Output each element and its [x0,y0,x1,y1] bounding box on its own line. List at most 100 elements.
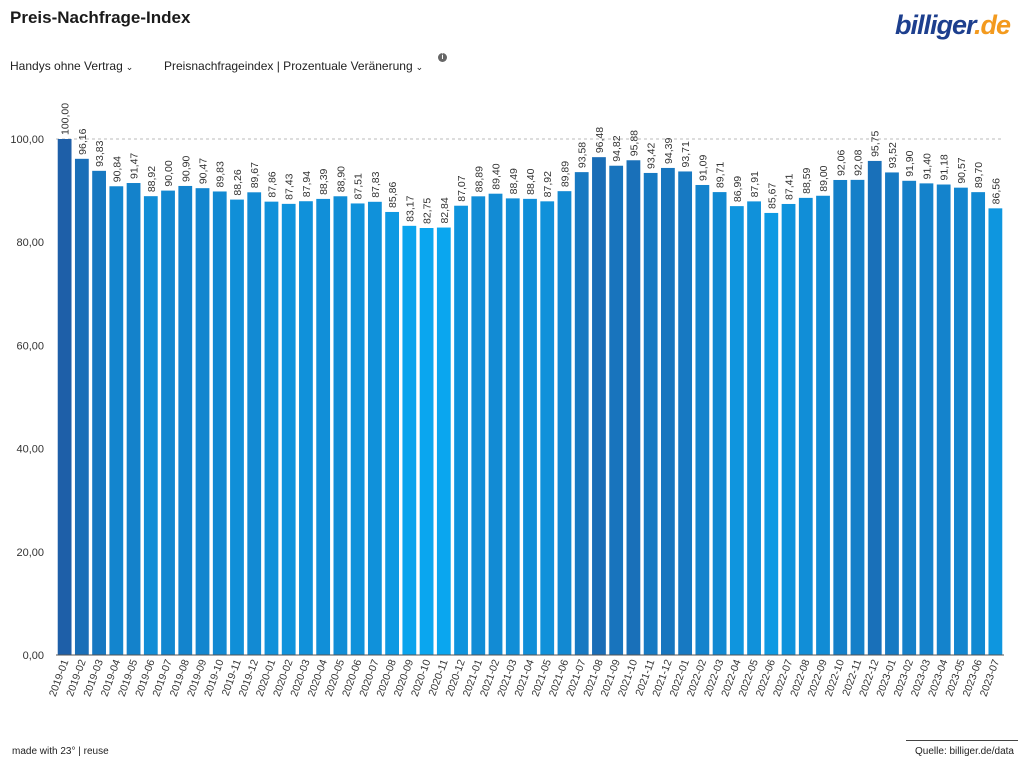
bar-value-label: 87,41 [784,174,796,200]
bar-value-label: 89,83 [215,161,227,187]
chart-bar [919,183,934,655]
metric-dropdown[interactable]: Preisnachfrageindex | Prozentuale Veräne… [164,59,423,73]
chart-bar [660,167,675,655]
chart-bar [419,228,434,655]
chart-bar [540,201,555,655]
category-dropdown[interactable]: Handys ohne Vertrag ⌄ [10,59,133,73]
chart-bar [195,188,210,655]
page-title: Preis-Nachfrage-Index [10,8,191,27]
bar-value-label: 88,59 [801,167,813,193]
bar-value-label: 87,92 [542,171,554,197]
chart-bar [264,201,279,655]
chart-bar [592,157,606,655]
chart-bar [902,180,917,655]
info-icon[interactable]: i [438,53,447,62]
bar-value-label: 92,08 [852,149,864,175]
source-credit[interactable]: Quelle: billiger.de/data [915,746,1014,757]
bar-value-label: 96,48 [594,127,606,153]
chart-bar [436,227,451,655]
bar-value-label: 82,84 [439,197,451,223]
footer-divider [906,740,1018,741]
chart-bar [781,203,796,655]
logo-text: billiger [894,10,975,40]
bar-value-label: 95,88 [628,130,640,156]
chart-bar [316,198,331,655]
bar-value-label: 88,49 [508,168,520,194]
bar-value-label: 86,56 [990,178,1002,204]
chevron-down-icon: ⌄ [125,62,134,72]
chart-bar [161,190,175,655]
bar-value-label: 93,83 [94,140,106,166]
chart-bar [867,160,882,655]
bar-value-label: 85,67 [766,183,778,209]
bar-value-label: 90,57 [956,157,968,183]
metric-dropdown-label: Preisnachfrageindex | Prozentuale Veräne… [164,59,413,73]
bar-value-label: 89,70 [973,162,985,188]
chart-bar [299,201,313,655]
bar-value-label: 85,86 [387,182,399,208]
chart-bar [557,191,572,655]
bar-value-label: 87,07 [456,175,468,201]
bar-value-label: 96,16 [77,128,89,154]
chart-bar [574,172,589,655]
category-dropdown-label: Handys ohne Vertrag [10,59,123,73]
chart-bar [126,183,141,655]
chart-bar [936,184,951,655]
chart-bar [109,186,124,655]
bar-value-label: 91,18 [939,154,951,180]
chart-bars [57,139,1003,656]
made-with-credit[interactable]: made with 23° | reuse [12,746,109,757]
chart-bar [798,197,813,655]
bar-value-label: 94,82 [611,135,623,161]
chart-bar [833,179,848,655]
chart-bar [230,199,244,655]
bar-value-label: 82,75 [422,198,434,224]
bar-chart: 0,0020,0040,0060,0080,00100,00100,002019… [10,103,1004,698]
chart-bar [643,172,658,655]
bar-value-label: 89,71 [715,162,727,188]
bar-value-label: 90,47 [198,158,210,184]
y-tick-label: 40,00 [16,444,44,456]
bar-value-label: 87,43 [284,173,296,199]
chart-bar [678,171,693,655]
chevron-down-icon: ⌄ [415,62,424,72]
bar-value-label: 95,75 [870,130,882,156]
chart-bar [747,201,761,655]
chart-bar [367,201,382,656]
bar-value-label: 91,47 [129,153,141,179]
chart-bar [57,139,72,655]
bar-value-label: 89,40 [491,163,503,189]
y-tick-label: 60,00 [16,340,44,352]
chart-bar [764,212,779,655]
bar-value-label: 87,86 [266,171,278,197]
bar-value-label: 89,67 [249,162,261,188]
y-tick-label: 0,00 [23,650,44,662]
bar-value-label: 91,90 [904,150,916,176]
chart-bar [402,225,417,655]
chart-bar [523,198,537,655]
chart-bar [350,203,365,655]
chart-bar [488,193,503,656]
chart-bar [178,185,193,655]
chart-bar [74,158,89,656]
bar-value-label: 88,40 [525,168,537,194]
bar-value-label: 91,09 [697,155,709,181]
chart-bar [971,192,986,655]
bar-value-label: 88,89 [473,166,485,192]
chart-bar [212,191,227,655]
bar-value-label: 93,52 [887,142,899,168]
chart-bar [712,192,727,655]
bar-value-label: 89,89 [559,161,571,187]
chart-bar [609,165,624,655]
bar-value-label: 87,94 [301,171,313,197]
bar-value-label: 87,91 [749,171,761,197]
billiger-logo[interactable]: billiger.de [894,10,1011,40]
chart-bar [816,195,830,655]
chart-bar [885,172,899,655]
chart-bar [988,208,1003,655]
chart-bar [143,196,158,656]
chart-bar [333,196,348,655]
bar-value-label: 93,71 [680,141,692,167]
bar-value-label: 94,39 [663,138,675,164]
chart-bar [626,160,641,655]
